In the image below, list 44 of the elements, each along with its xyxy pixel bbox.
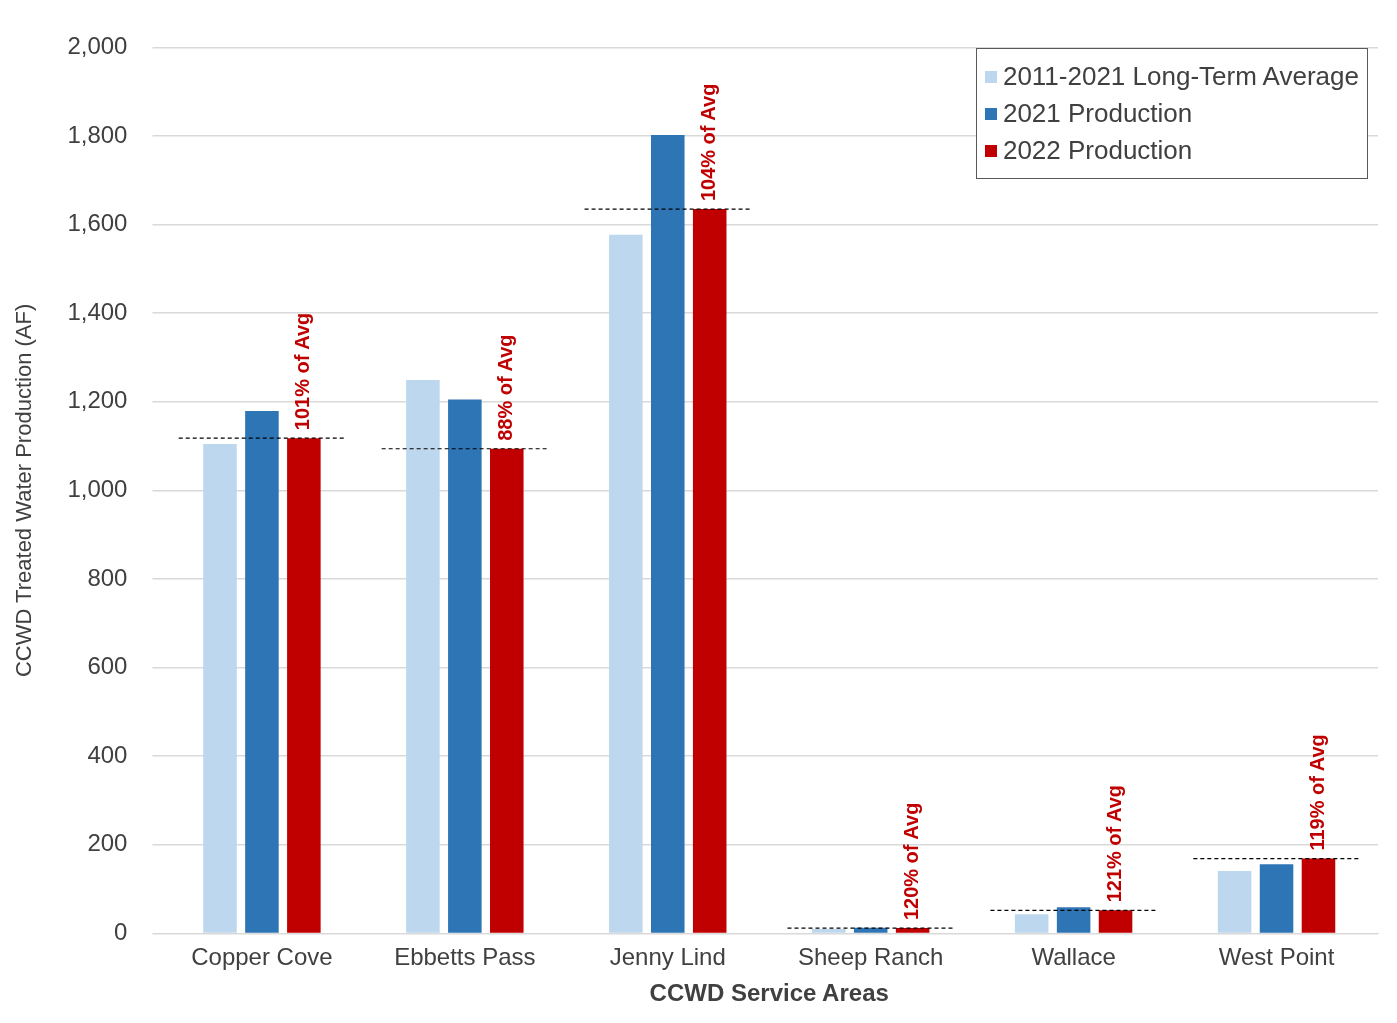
bar [650,135,685,933]
bar [1259,864,1294,933]
bar [1056,907,1091,933]
bar [609,234,643,933]
legend-label: 2011-2021 Long-Term Average [1002,61,1359,92]
x-axis-title: CCWD Service Areas [649,979,889,1007]
x-tick-label: Sheep Ranch [797,943,944,971]
y-axis-title: CCWD Treated Water Production (AF) [11,303,37,678]
annotation: 120% of Avg [900,802,923,921]
y-tick-label: 800 [87,563,128,591]
y-tick-label: 1,200 [67,386,128,414]
bar [811,928,846,933]
bar [692,209,727,933]
y-tick-label: 1,600 [67,209,128,237]
bar [245,411,279,933]
y-tick-label: 600 [87,652,128,680]
bar [1014,914,1049,933]
annotation: 88% of Avg [494,334,517,441]
annotation: 119% of Avg [1305,734,1328,851]
x-tick-label: West Point [1218,943,1335,971]
y-tick-label: 1,000 [67,475,128,503]
x-tick-label: Wallace [1031,943,1116,971]
bar [1217,870,1252,933]
annotation: 121% of Avg [1103,784,1126,903]
y-tick-label: 2,000 [67,32,128,60]
bar [490,448,524,933]
y-tick-label: 1,400 [67,297,128,325]
bar [203,443,237,933]
legend-label: 2021 Production [1002,98,1193,129]
bar [287,438,321,933]
annotation: 104% of Avg [697,83,720,202]
annotation: 101% of Avg [291,312,314,431]
y-tick-label: 400 [87,740,128,768]
bar [1098,910,1133,933]
x-tick-label: Copper Cove [191,943,333,971]
y-tick-label: 0 [114,918,128,946]
bar [406,380,440,933]
legend-label: 2022 Production [1002,135,1193,166]
bar [448,399,482,933]
y-tick-label: 1,800 [67,120,128,148]
x-tick-label: Jenny Lind [609,943,726,971]
bar [1301,858,1336,933]
y-tick-label: 200 [87,829,128,857]
x-tick-label: Ebbetts Pass [394,943,536,971]
